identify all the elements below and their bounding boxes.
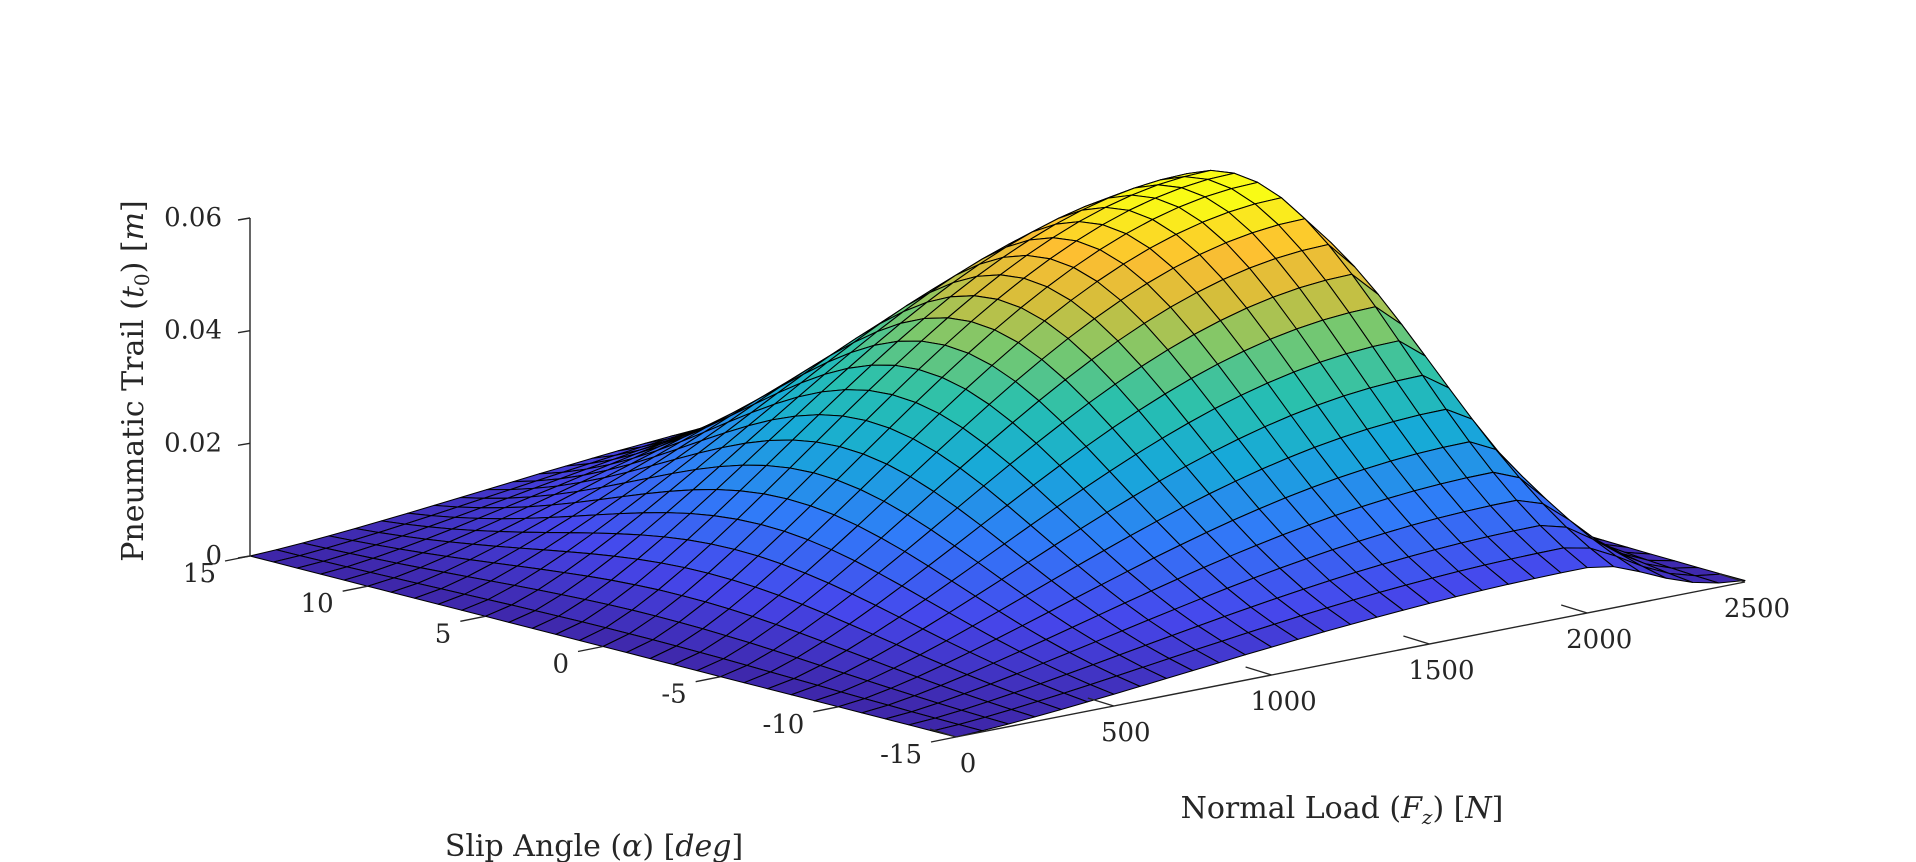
y-tick <box>695 675 721 683</box>
x-tick <box>1245 666 1272 676</box>
x-tick-label: 0 <box>960 749 977 779</box>
y-tick <box>813 706 839 713</box>
y-tick-label: 5 <box>435 619 452 649</box>
y-tick-label: -10 <box>762 710 804 740</box>
x-tick-label: 500 <box>1101 718 1151 748</box>
tick-labels: 0 0.02 0.04 0.06 15 10 5 0 -5 -10 -15 0 500 1000 1500 2… <box>164 203 1790 779</box>
surface-mesh <box>249 169 1746 738</box>
y-tick-label: 15 <box>183 559 216 589</box>
x-tick-label: 2000 <box>1566 625 1632 655</box>
x-tick-label: 1000 <box>1251 687 1317 717</box>
y-tick-label: 10 <box>301 589 334 619</box>
x-tick <box>1403 635 1430 645</box>
x-tick <box>929 728 957 738</box>
y-tick <box>460 615 486 623</box>
y-tick-label: -5 <box>661 680 686 710</box>
z-tick-label: 0.02 <box>164 428 222 458</box>
y-tick <box>930 736 957 743</box>
axes <box>249 218 1746 738</box>
z-tick-label: 0.06 <box>164 203 222 233</box>
y-tick-label: -15 <box>880 740 922 770</box>
x-tick <box>1087 697 1115 707</box>
z-tick <box>237 442 251 447</box>
x-tick-label: 2500 <box>1724 594 1790 624</box>
y-tick <box>224 555 251 562</box>
z-tick <box>237 329 251 334</box>
y-tick-label: 0 <box>552 650 569 680</box>
x-axis-line <box>955 581 1746 738</box>
x-tick <box>1560 604 1588 614</box>
z-axis-label: Pneumatic Trail (t0) [m] <box>116 200 154 562</box>
z-tick-label: 0 <box>205 541 222 571</box>
z-tick <box>237 217 251 221</box>
y-axis-label: Slip Angle (α) [deg] <box>445 829 743 862</box>
x-tick <box>1718 573 1746 583</box>
x-axis-label: Normal Load (Fz) [N] <box>1181 791 1504 829</box>
x-tick-label: 1500 <box>1408 656 1474 686</box>
tick-marks <box>224 217 1746 743</box>
z-tick-label: 0.04 <box>164 316 222 346</box>
y-tick <box>577 645 604 653</box>
y-tick <box>342 585 368 592</box>
